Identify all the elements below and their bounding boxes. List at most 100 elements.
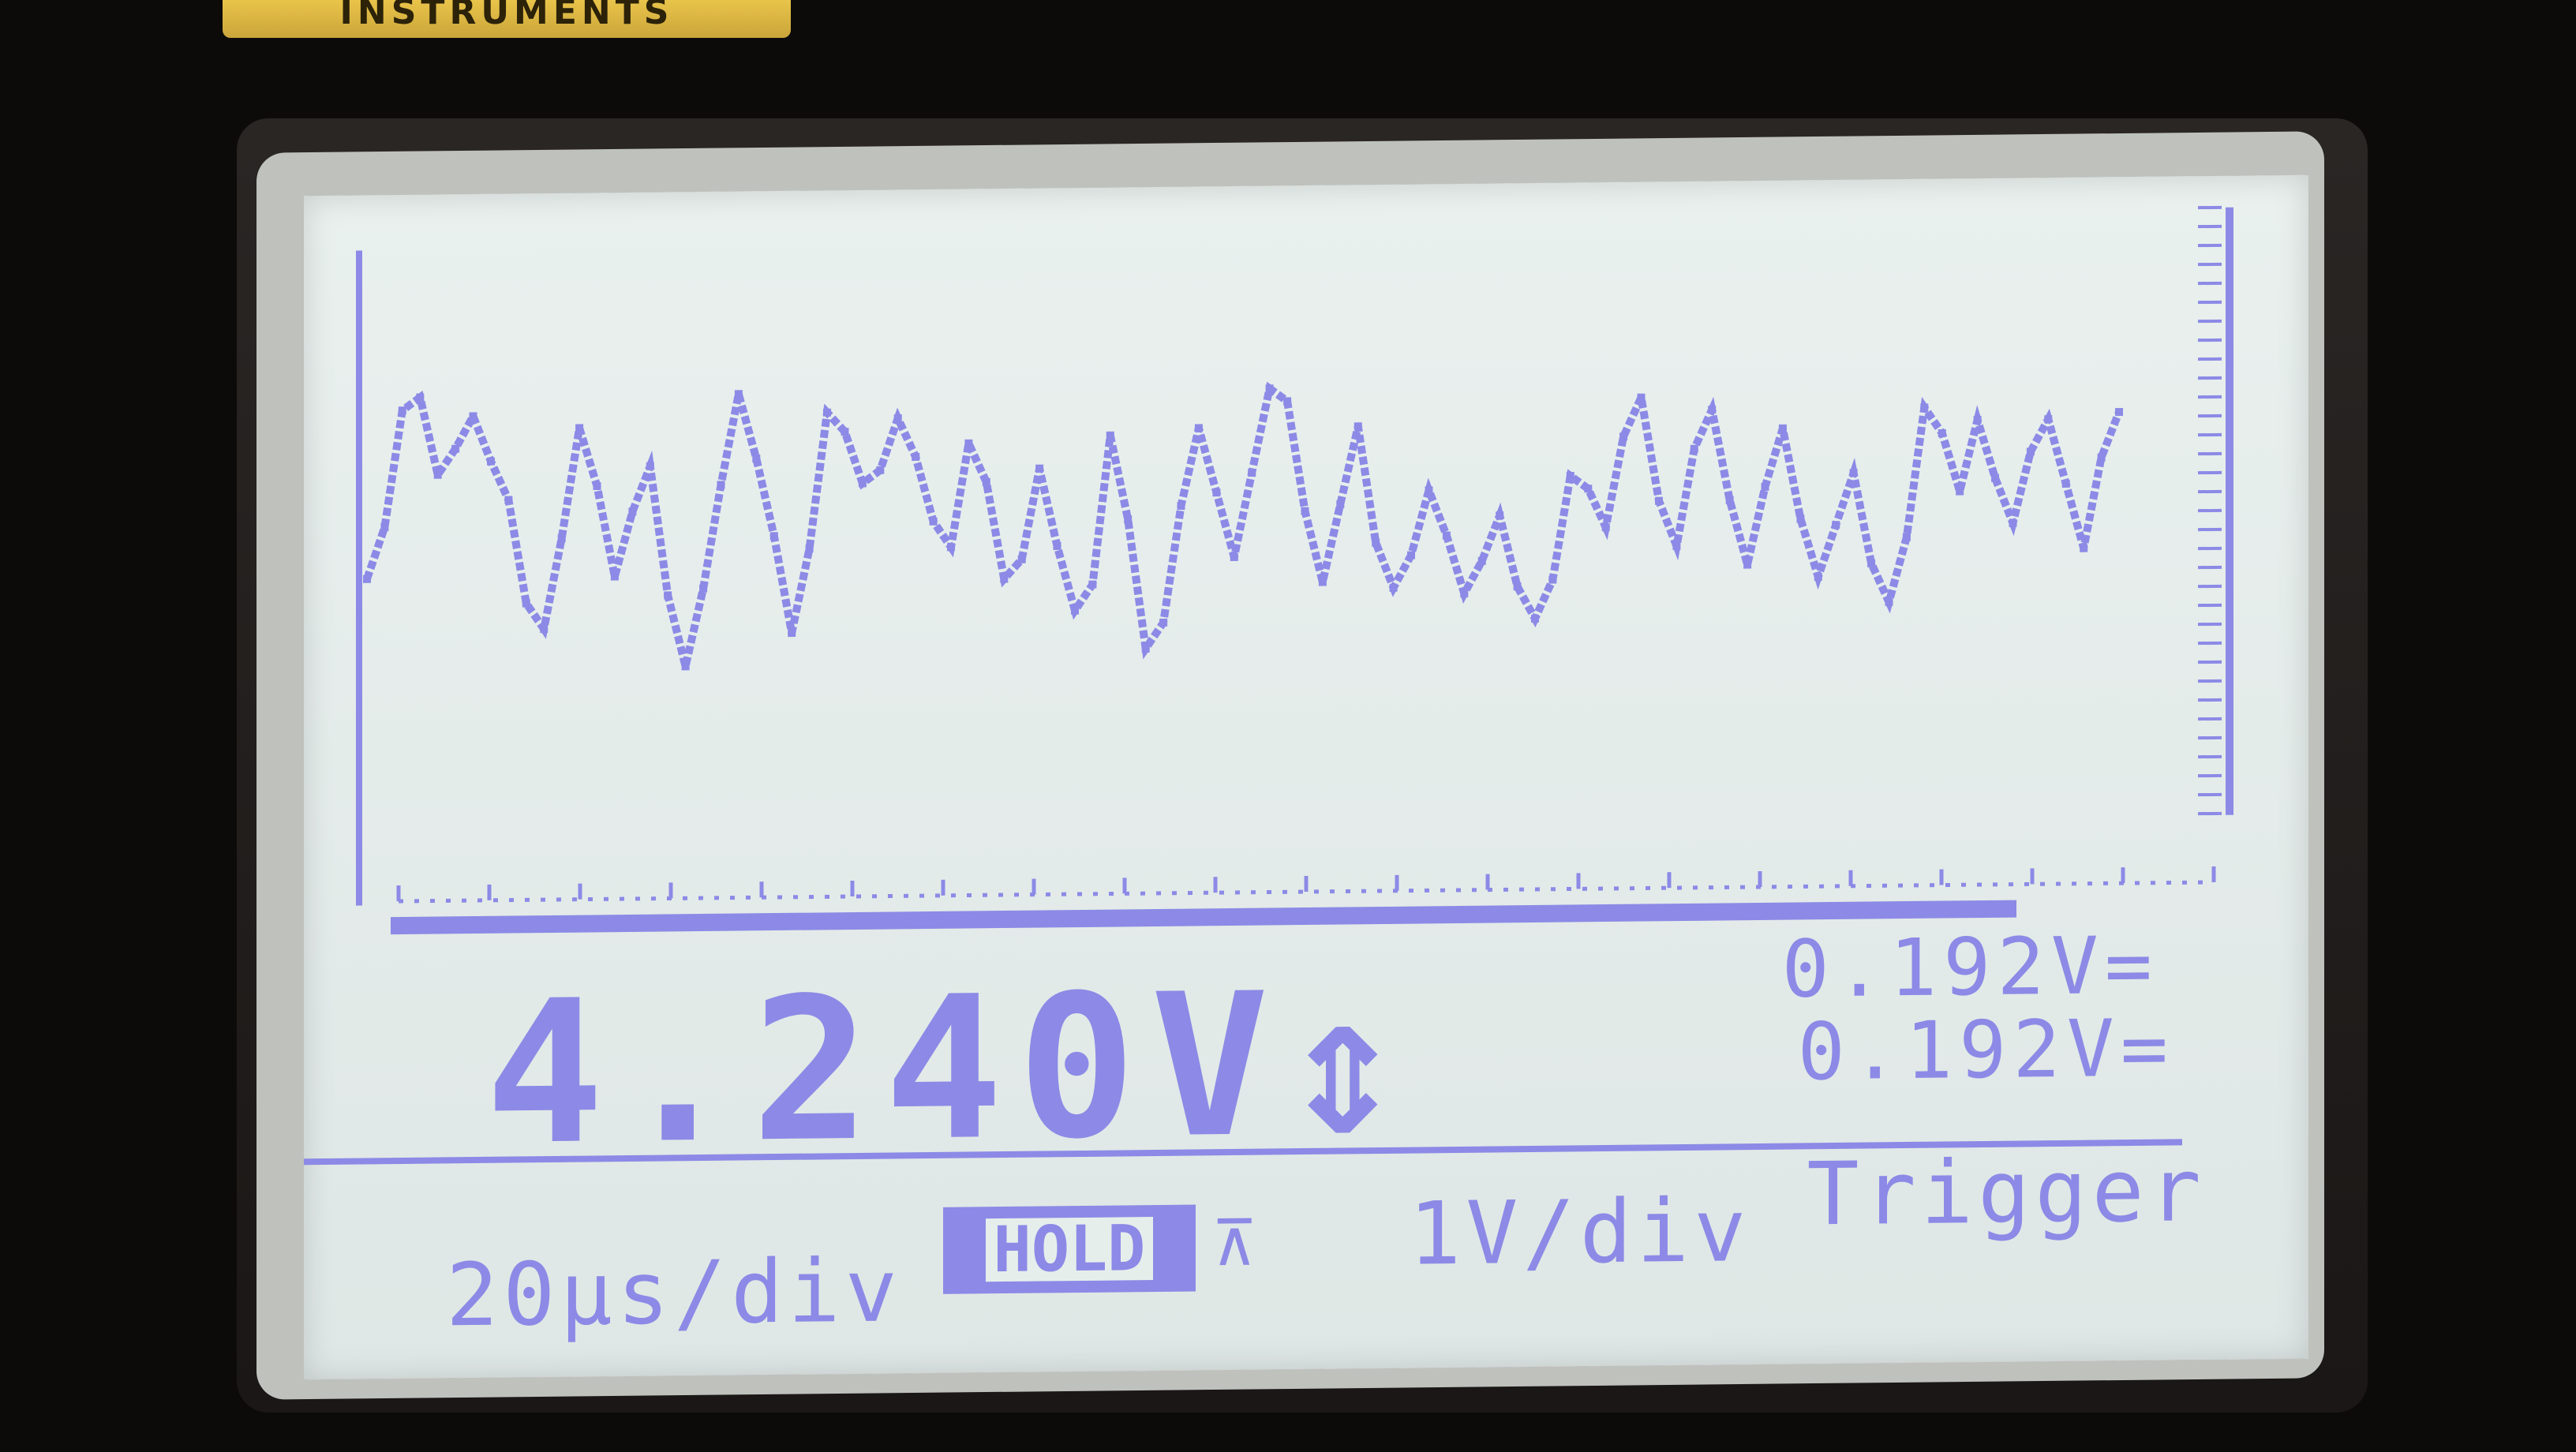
- brand-badge: INSTRUMENTS: [223, 0, 791, 38]
- waveform-sample-point: [1088, 581, 1096, 589]
- waveform-sample-point: [434, 471, 442, 479]
- waveform-sample-point: [1496, 511, 1503, 519]
- waveform-sample-point: [1230, 553, 1238, 561]
- waveform-sample-point: [646, 462, 654, 470]
- lcd-screen: 4.240V⇕ 0.192V= 0.192V= 20μs/div HOLD ⊼ …: [304, 175, 2308, 1380]
- waveform-sample-point: [1567, 472, 1574, 480]
- waveform-sample-point: [2009, 519, 2017, 527]
- waveform-sample-point: [1159, 619, 1167, 627]
- waveform-sample-point: [1443, 531, 1451, 539]
- waveform-sample-point: [1903, 533, 1911, 541]
- waveform-sample-point: [1018, 556, 1026, 563]
- waveform-sample-point: [1726, 496, 1734, 504]
- waveform-sample-point: [1390, 584, 1398, 592]
- cursor-a-reading: 0.192V=: [1782, 926, 2159, 1009]
- waveform-sample-point: [1867, 559, 1875, 567]
- waveform-sample-point: [1850, 469, 1858, 477]
- waveform-sample-point: [380, 523, 388, 531]
- main-reading: 4.240V⇕: [485, 966, 1417, 1173]
- waveform-sample-point: [1885, 598, 1893, 606]
- waveform-sample-point: [1938, 429, 1946, 437]
- waveform-sample-point: [1266, 384, 1274, 392]
- waveform-sample-point: [1124, 515, 1132, 523]
- waveform-sample-point: [1531, 615, 1539, 623]
- waveform-sample-point: [558, 534, 566, 542]
- waveform-sample-point: [876, 466, 884, 474]
- waveform-sample-point: [1762, 483, 1769, 491]
- hold-label: HOLD: [986, 1217, 1154, 1282]
- waveform-sample-point: [806, 544, 814, 552]
- waveform-sample-point: [1514, 582, 1522, 590]
- waveform-sample-point: [1991, 474, 1999, 482]
- waveform-sample-point: [2027, 447, 2035, 455]
- waveform-sample-point: [1584, 485, 1592, 492]
- waveform-sample-point: [1000, 575, 1008, 583]
- waveform-sample-point: [2115, 408, 2123, 416]
- waveform-sample-point: [1460, 589, 1468, 597]
- waveform-sample-point: [894, 414, 902, 422]
- waveform-sample-point: [1920, 403, 1928, 411]
- waveform-sample-point: [1142, 645, 1150, 653]
- brand-badge-text: INSTRUMENTS: [340, 0, 674, 25]
- waveform-sample-point: [540, 625, 548, 633]
- waveform-sample-point: [522, 599, 530, 607]
- waveform-sample-point: [2098, 454, 2106, 462]
- waveform-sample-point: [2080, 544, 2087, 552]
- waveform-sample-point: [1832, 521, 1840, 529]
- waveform-sample-point: [841, 428, 849, 436]
- timebase-softkey[interactable]: 20μs/div: [446, 1247, 902, 1338]
- waveform-sample-point: [859, 479, 867, 487]
- waveform-sample-point: [717, 481, 725, 488]
- waveform-sample-point: [1690, 445, 1698, 453]
- waveform-sample-point: [1779, 425, 1787, 432]
- waveform-sample-point: [1354, 422, 1362, 430]
- waveform-sample-point: [593, 482, 601, 490]
- waveform-trace: [367, 380, 2119, 670]
- waveform-sample-point: [1035, 465, 1043, 473]
- waveform-sample-point: [664, 591, 672, 599]
- waveform-sample-point: [1054, 542, 1061, 550]
- waveform-sample-point: [1195, 424, 1203, 432]
- waveform-sample-point: [628, 507, 636, 515]
- waveform-sample-point: [1407, 552, 1415, 559]
- trigger-softkey[interactable]: Trigger: [1807, 1147, 2206, 1237]
- hold-softkey[interactable]: HOLD: [943, 1204, 1196, 1293]
- waveform-sample-point: [947, 543, 955, 551]
- waveform-sample-point: [770, 532, 778, 540]
- waveform-sample-point: [930, 518, 938, 526]
- waveform-sample-point: [1425, 486, 1433, 494]
- waveform-sample-point: [1672, 542, 1680, 550]
- waveform-sample-point: [1336, 500, 1344, 508]
- waveform-sample-point: [1248, 469, 1256, 477]
- waveform-sample-point: [1283, 397, 1291, 405]
- cursor-b-reading: 0.192V=: [1798, 1009, 2174, 1091]
- waveform-sample-point: [363, 575, 371, 583]
- trigger-edge-icon: ⊼: [1211, 1212, 1258, 1276]
- waveform-sample-point: [487, 458, 495, 466]
- arrow-up-down-icon: ⇕: [1283, 949, 1417, 1181]
- volts-per-div-softkey[interactable]: 1V/div: [1409, 1187, 1750, 1278]
- waveform-sample-point: [912, 453, 919, 461]
- waveform-sample-point: [1814, 573, 1822, 581]
- waveform-sample-point: [611, 573, 619, 581]
- waveform-plot: [304, 175, 2308, 986]
- waveform-sample-point: [1974, 416, 1982, 424]
- waveform-sample-point: [1602, 523, 1610, 531]
- waveform-sample-point: [575, 424, 583, 432]
- waveform-sample-point: [1301, 507, 1309, 515]
- waveform-sample-point: [1655, 497, 1663, 505]
- waveform-sample-point: [1372, 539, 1380, 547]
- waveform-sample-point: [1071, 607, 1079, 615]
- waveform-sample-point: [399, 406, 406, 414]
- waveform-sample-point: [735, 390, 743, 398]
- waveform-sample-point: [964, 440, 972, 447]
- waveform-sample-point: [1956, 487, 1964, 495]
- waveform-sample-point: [416, 394, 424, 402]
- waveform-sample-point: [1478, 557, 1486, 565]
- waveform-sample-point: [682, 662, 690, 670]
- waveform-sample-point: [823, 409, 831, 417]
- waveform-sample-point: [1708, 406, 1716, 414]
- waveform-sample-point: [788, 629, 796, 637]
- waveform-sample-point: [1106, 432, 1114, 440]
- waveform-sample-point: [752, 455, 760, 462]
